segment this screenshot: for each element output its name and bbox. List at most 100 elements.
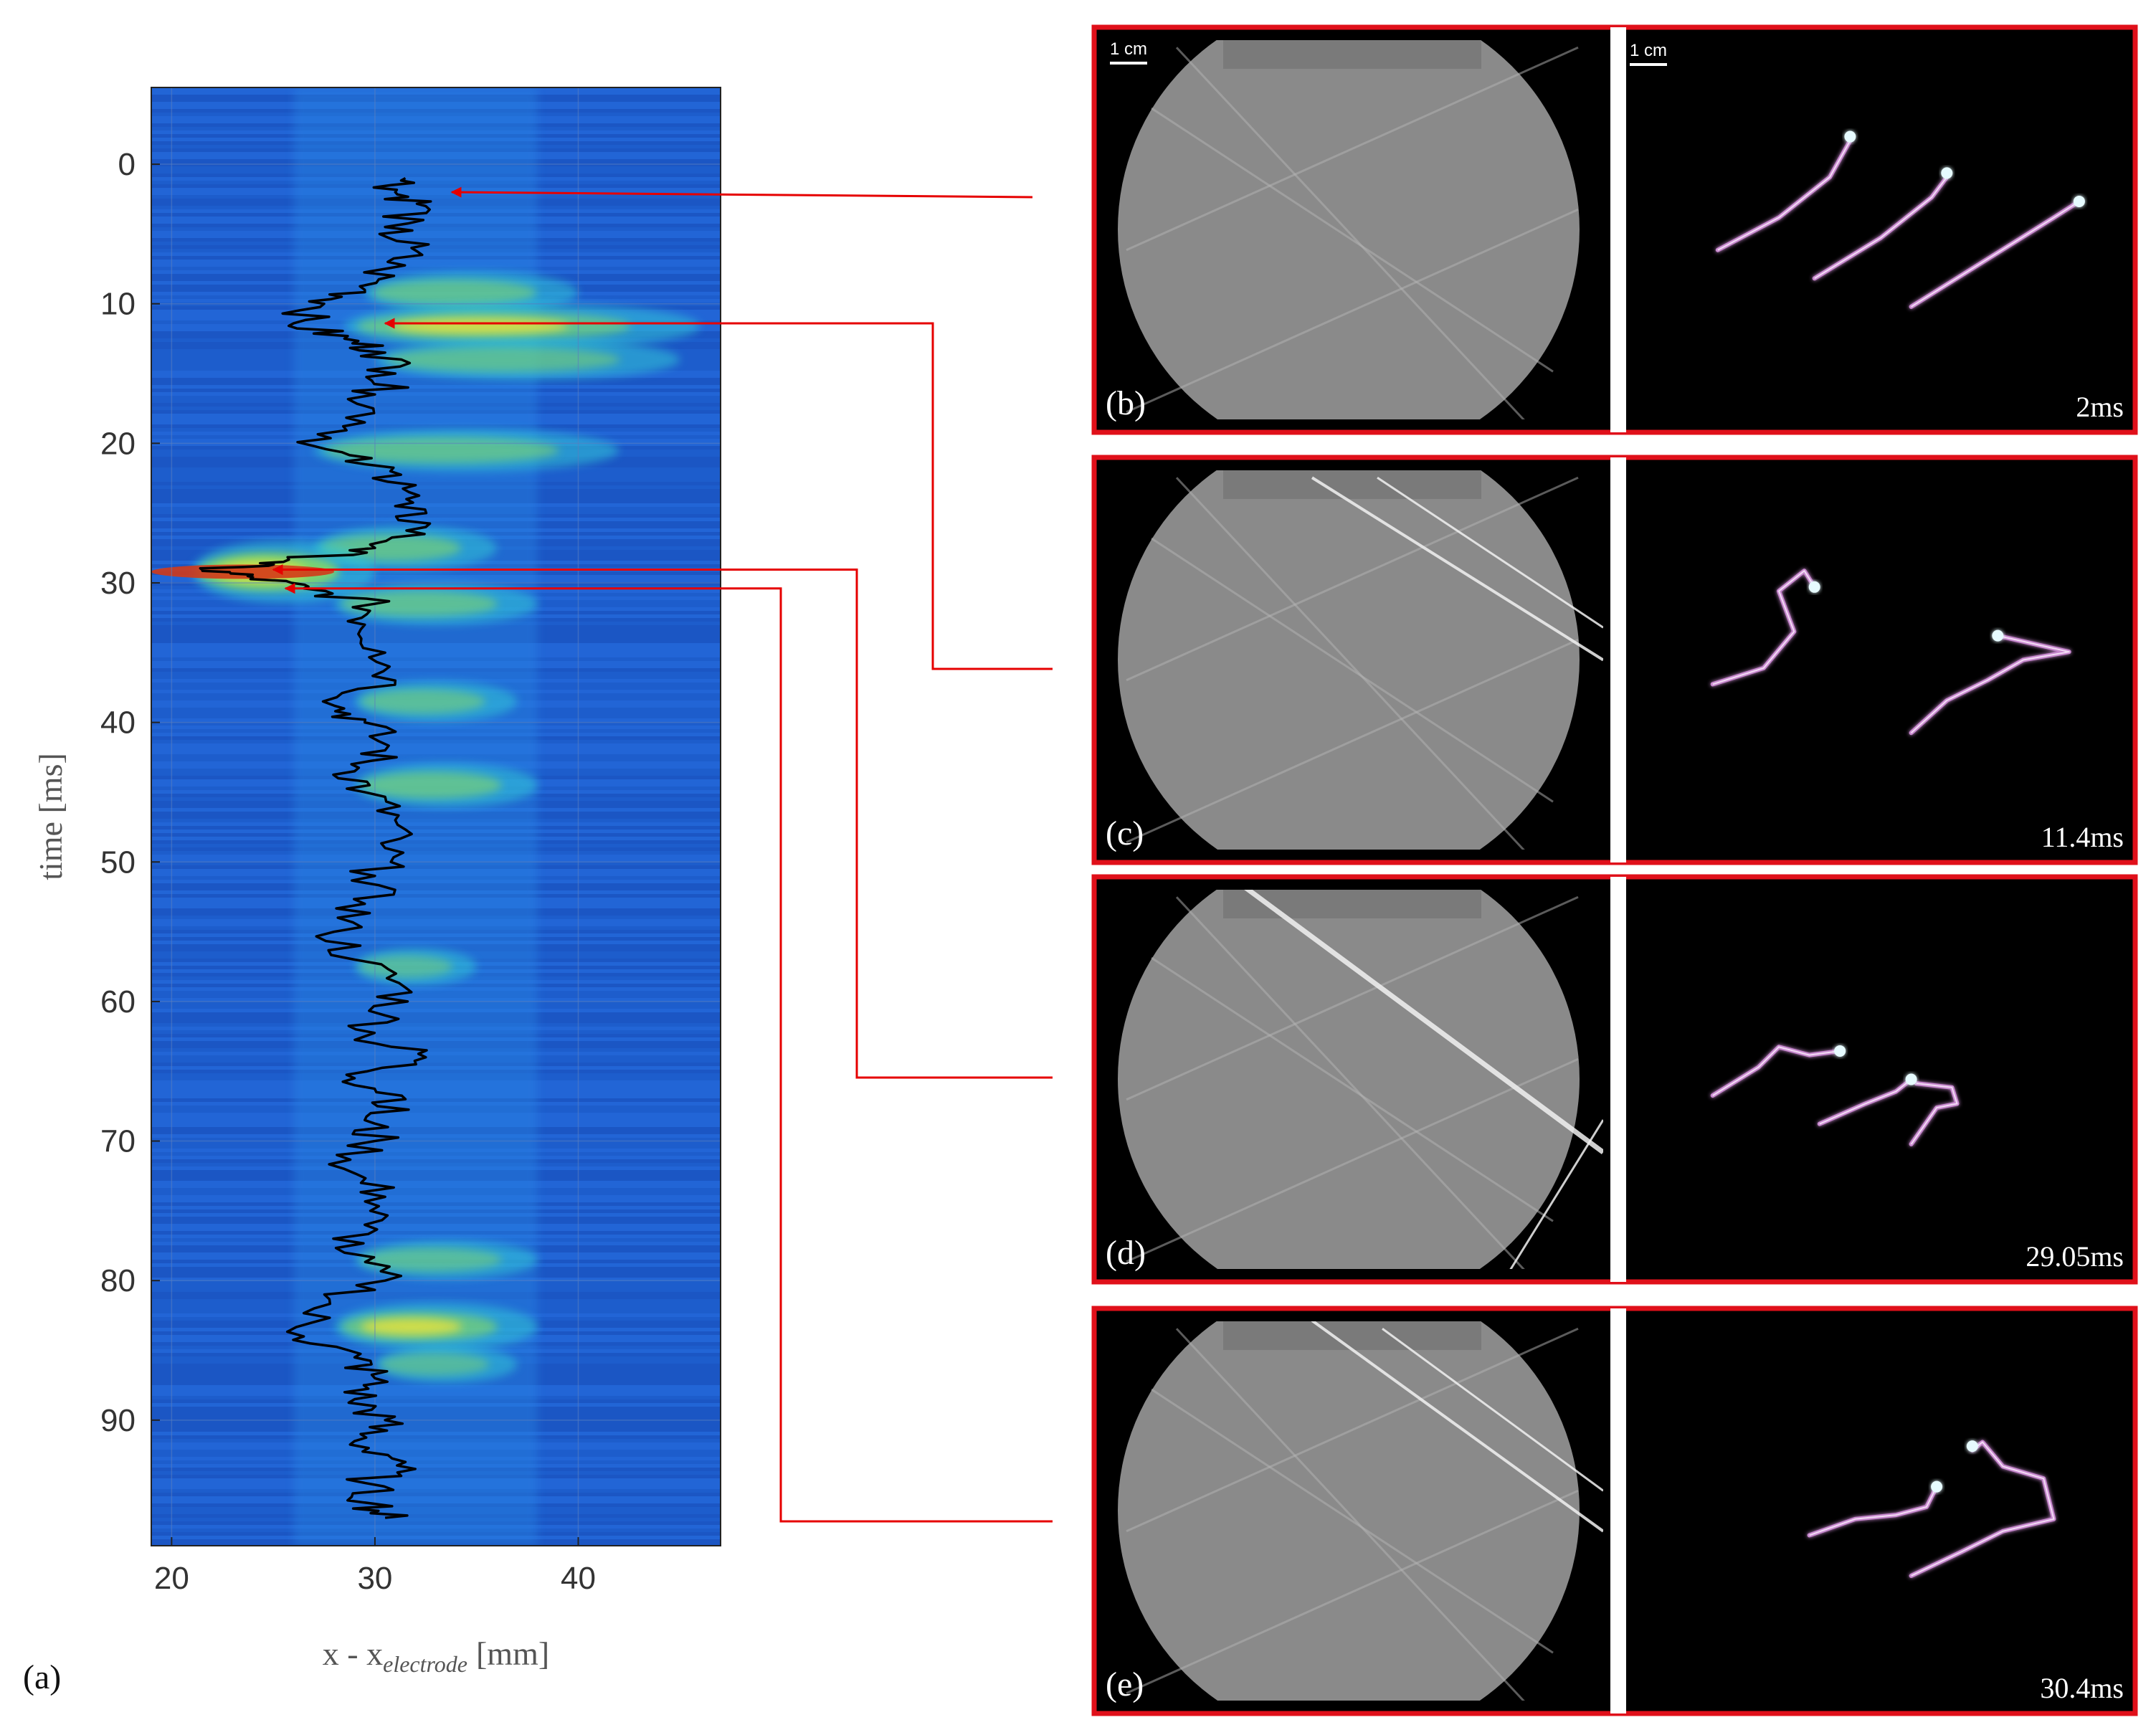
panel-label-a: (a) (23, 1658, 61, 1696)
schlieren-wave-line (1151, 537, 1554, 803)
plasma-electrode-spot (1834, 1045, 1846, 1057)
callout-arrow (384, 318, 1053, 670)
plasma-electrode-spot (1905, 1073, 1917, 1085)
schlieren-shock-line (1311, 476, 1603, 662)
plasma-filament-core (1911, 1441, 2055, 1577)
schlieren-wave-line (1126, 638, 1579, 844)
schlieren-wave-line (1126, 46, 1579, 252)
callout-arrow (450, 186, 1033, 199)
heatmap-grid (151, 87, 721, 1546)
heatmap-hot-core (324, 437, 560, 463)
heatmap-max-region (151, 564, 335, 579)
schlieren-wave-line (1126, 1327, 1579, 1533)
panel-separator (1610, 877, 1626, 1282)
heatmap-hot-core (360, 689, 486, 714)
heatmap-hot-core (361, 1247, 502, 1272)
schlieren-wave-line (1151, 1388, 1554, 1654)
schlieren-image (1118, 890, 1603, 1269)
panel-time-label: 11.4ms (2041, 821, 2124, 853)
panel-label: (d) (1106, 1234, 1146, 1272)
scale-label-right: 1 cm (1630, 41, 1667, 60)
panel-time-label: 30.4ms (2040, 1672, 2124, 1704)
heatmap-hot-core (379, 1353, 490, 1376)
schlieren-shock-line (1311, 1321, 1603, 1533)
plasma-electrode-spot (1941, 167, 1953, 179)
plasma-electrode-spot (1966, 1440, 1978, 1453)
y-tick-label: 70 (100, 1124, 136, 1159)
schlieren-disc (1118, 1321, 1580, 1701)
schlieren-wave-line (1126, 208, 1579, 414)
scale-label-left: 1 cm (1110, 39, 1147, 59)
schlieren-wave-line (1126, 1057, 1579, 1263)
heatmap-hot-core (385, 347, 621, 372)
plasma-filament-core (1712, 1046, 1841, 1096)
schlieren-wave-line (1126, 895, 1579, 1101)
heatmap-hot-core (361, 771, 502, 799)
schlieren-wave-line (1151, 956, 1554, 1222)
schlieren-image (1118, 470, 1603, 850)
plasma-electrode-spot (1808, 581, 1820, 593)
image-panels: 1 cm 1 cm (b) 2ms (c) 11.4ms (d) 29.05ms (e) 30.4… (1091, 24, 2138, 1716)
callout-arrow (272, 564, 1053, 1079)
panel-time-label: 29.05ms (2026, 1240, 2124, 1273)
panel-separator (1610, 1308, 1626, 1713)
x-axis-label: x - xelectrode [mm] (323, 1635, 549, 1677)
panel-label: (c) (1106, 814, 1144, 852)
schlieren-shock-line (1509, 1119, 1603, 1269)
plasma-filament-core (1911, 201, 2080, 308)
panel-separator (1610, 27, 1626, 432)
image-panel-b: 1 cm 1 cm (b) 2ms (1091, 24, 2138, 435)
schlieren-disc (1118, 890, 1580, 1269)
plasma-filament-core (1814, 176, 1948, 280)
x-axis-label-subscript: electrode (383, 1651, 467, 1677)
schlieren-shock-line (1382, 1328, 1603, 1492)
panel-separator (1610, 457, 1626, 862)
y-tick-label: 10 (100, 287, 136, 322)
heatmap-hot-core (341, 591, 498, 617)
x-tick-label: 30 (357, 1561, 392, 1596)
schlieren-image (1118, 1321, 1603, 1701)
plasma-electrode-spot (1844, 130, 1856, 143)
schlieren-top-shadow (1223, 40, 1481, 69)
schlieren-wave-line (1126, 1489, 1579, 1695)
panel-label: (b) (1106, 384, 1146, 422)
x-tick-label: 20 (154, 1561, 189, 1596)
heatmap-hot-peak (361, 1318, 462, 1336)
y-tick-label: 0 (118, 147, 136, 182)
schlieren-wave-line (1175, 896, 1525, 1269)
plasma-filament-core (1819, 1078, 1912, 1125)
schlieren-wave-line (1126, 476, 1579, 682)
panel-time-label: 2ms (2076, 391, 2124, 423)
y-tick-label: 80 (100, 1263, 136, 1298)
callout-arrow (284, 583, 1053, 1523)
plasma-electrode-spot (1992, 629, 2004, 642)
schlieren-wave-line (1175, 1328, 1525, 1701)
schlieren-shock-line (1244, 890, 1603, 1155)
y-tick-label: 50 (100, 845, 136, 880)
schlieren-wave-line (1151, 107, 1554, 373)
plasma-electrode-spot (1931, 1480, 1943, 1493)
heatmap-hot-core (372, 280, 537, 305)
plasma-filament-core (1717, 140, 1851, 251)
schlieren-disc (1118, 470, 1580, 850)
schlieren-top-shadow (1223, 1321, 1481, 1350)
image-panel-d: (d) 29.05ms (1091, 874, 2138, 1285)
x-axis-label-main: x - x (323, 1635, 383, 1672)
image-panel-e: (e) 30.4ms (1091, 1306, 2138, 1716)
plasma-filament-core (1712, 570, 1815, 685)
y-axis: 0 10 20 30 40 50 60 70 80 90 (100, 147, 160, 1438)
edge-trace-line (199, 176, 432, 1519)
schlieren-top-shadow (1223, 890, 1481, 918)
heatmap-hot-peak (390, 318, 569, 335)
plasma-filament-core (1910, 634, 2070, 733)
x-tick-label: 40 (561, 1561, 596, 1596)
plot-frame (151, 87, 721, 1546)
panel-label: (e) (1106, 1665, 1144, 1703)
y-tick-label: 30 (100, 566, 136, 601)
plasma-filament-core (1910, 1083, 1958, 1145)
plasma-electrode-spot (2073, 195, 2085, 207)
y-tick-label: 90 (100, 1403, 136, 1438)
schlieren-top-shadow (1223, 470, 1481, 499)
schlieren-shock-line (1377, 477, 1603, 629)
